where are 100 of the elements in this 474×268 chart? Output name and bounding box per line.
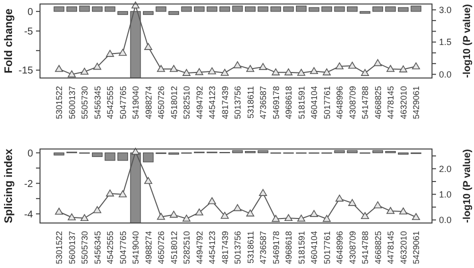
point [297,68,306,76]
point [157,212,165,220]
point [68,213,76,220]
y-tick-label: -2 [24,178,34,190]
point [374,201,382,208]
x-tick-label: 5318611 [245,86,256,118]
point [399,65,408,72]
x-tick-label: 4650726 [156,230,166,264]
x-tick-label: 4817439 [220,86,230,120]
y2-tick-label: 1.5 [439,37,452,48]
point [322,68,331,76]
point [106,50,114,57]
x-tick-label: 4648996 [334,86,344,120]
point [55,64,63,72]
x-tick-label: 4632010 [398,230,408,264]
point [272,68,280,76]
x-tick-label: 5282510 [182,230,192,264]
x-tick-label: 5600137 [66,230,77,264]
x-tick-label: 4817439 [220,230,230,264]
x-tick-label: 4542555 [105,86,115,120]
point [361,69,369,76]
y-tick-label: -15 [18,66,34,77]
point [234,61,242,68]
x-tick-label: 5017761 [322,230,332,264]
point [55,208,63,215]
x-tick-label: 5013756 [232,86,242,120]
point [234,204,242,212]
point [246,210,254,216]
x-tick-label: 5505730 [80,230,90,264]
x-tick-label: 5282510 [182,86,192,120]
point [208,67,216,74]
x-tick-label: 5505730 [80,86,90,120]
y-axis-title: Splicing index [3,148,15,224]
x-tick-label: 4542555 [105,230,115,264]
point [106,190,114,196]
x-tick-label: 4650726 [156,86,166,120]
x-tick-label: 4668825 [372,86,383,120]
point [412,62,420,70]
x-tick-label: 5301522 [54,86,64,120]
x-tick-label: 5181591 [296,86,306,120]
x-tick-label: 5301522 [54,230,64,264]
x-tick-label: 5456345 [92,230,102,264]
point [322,214,331,222]
y2-axis-title: -log10 (P value) [462,4,473,78]
x-tick-label: 4736587 [258,230,268,264]
point [374,59,382,66]
point [80,214,88,222]
y-tick-label: -4 [24,209,34,220]
point [284,68,292,76]
x-tick-label: 4308709 [347,230,358,264]
x-tick-label: 4494792 [194,230,204,264]
point [144,43,152,50]
y2-tick-label: 2.0 [439,164,452,174]
point [336,194,344,202]
y-tick-label: 0 [27,6,34,18]
x-tick-label: 4668825 [372,230,383,264]
point [118,190,127,198]
point [336,62,344,70]
x-tick-label: 5414788 [360,230,370,264]
point [412,213,420,220]
point [195,68,204,76]
x-tick-label: 4968618 [284,86,294,120]
x-tick-label: 4968618 [284,230,294,264]
point [399,207,408,214]
point [246,64,254,72]
x-tick-label: 5429061 [411,230,421,264]
x-tick-label: 5419040 [130,86,140,120]
y2-tick-label: 1.0 [439,189,452,200]
point [297,214,306,222]
x-tick-label: 4604104 [309,230,319,264]
x-tick-label: 4736587 [258,86,268,120]
x-tick-label: 4494792 [194,86,204,120]
x-tick-label: 4988274 [143,230,154,264]
point [348,199,356,206]
point [182,214,190,222]
x-tick-label: 5047765 [118,86,128,120]
point [348,62,356,69]
point [68,70,76,78]
x-tick-label: 5181591 [296,230,306,264]
y2-axis-title: -log10 (P value) [462,149,473,223]
x-tick-label: 5600137 [66,86,77,120]
x-tick-label: 5469178 [270,230,281,264]
y-axis-title: Fold change [3,8,15,74]
x-tick-label: 5456345 [92,86,102,120]
x-tick-label: 4518012 [168,86,179,120]
x-tick-label: 4454123 [207,86,217,120]
point [157,64,165,72]
x-tick-label: 4454123 [207,230,217,264]
x-tick-label: 5017761 [322,86,332,120]
point [220,212,229,219]
point [93,206,102,214]
point [259,63,267,70]
x-tick-label: 5318611 [245,230,256,264]
point [170,210,178,218]
x-tick-label: 5047765 [118,230,128,264]
y-tick-label: -5 [24,26,34,38]
x-tick-label: 4308709 [347,86,358,120]
x-tick-label: 4478145 [386,86,396,120]
point [93,62,102,70]
point [118,48,127,56]
